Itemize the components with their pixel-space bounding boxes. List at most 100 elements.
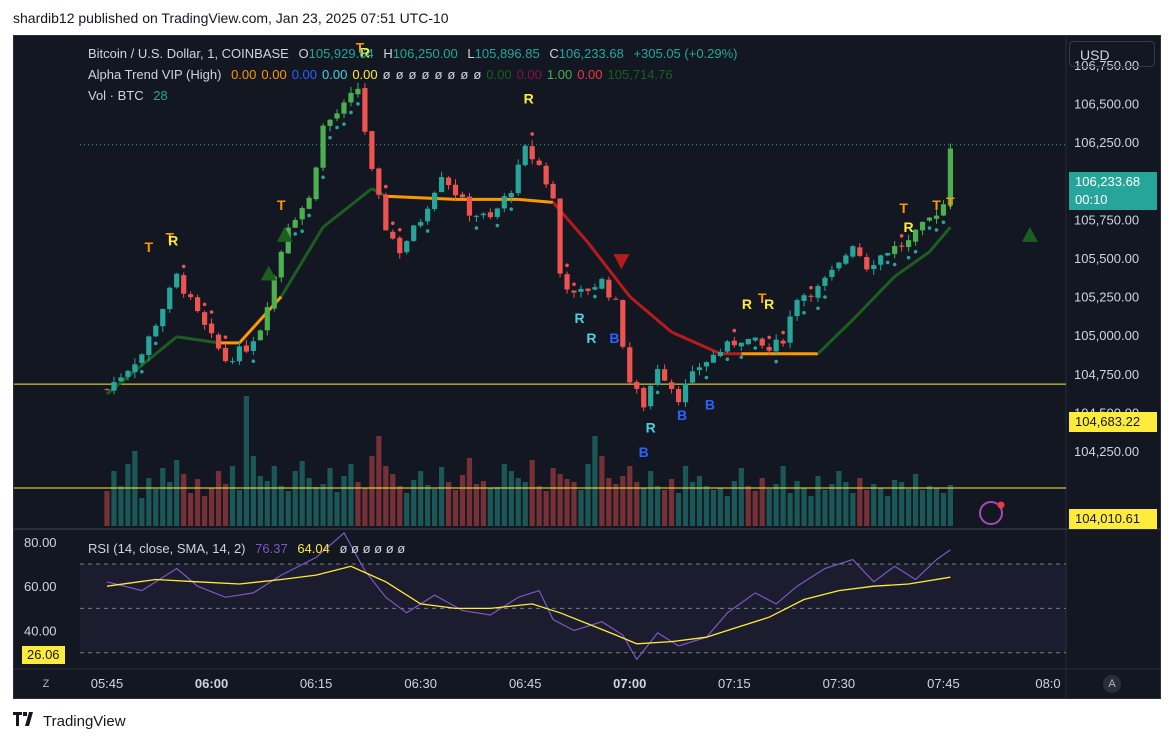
- candle-body[interactable]: [480, 213, 486, 216]
- candle-body[interactable]: [717, 351, 723, 357]
- candle-body[interactable]: [578, 288, 584, 292]
- candle-body[interactable]: [885, 253, 891, 256]
- candle-body[interactable]: [822, 277, 828, 286]
- candle-body[interactable]: [132, 364, 138, 373]
- candle-body[interactable]: [432, 192, 438, 210]
- candle-body[interactable]: [940, 204, 947, 216]
- candle-body[interactable]: [278, 251, 284, 278]
- candle-body[interactable]: [947, 148, 954, 206]
- rsi-label[interactable]: RSI (14, close, SMA, 14, 2): [88, 541, 246, 556]
- candle-body[interactable]: [571, 290, 577, 293]
- candle-body[interactable]: [208, 323, 215, 334]
- candle-body[interactable]: [892, 246, 898, 254]
- candle-body[interactable]: [313, 167, 319, 200]
- candle-body[interactable]: [543, 165, 549, 185]
- candle-body[interactable]: [118, 377, 124, 382]
- candle-body[interactable]: [188, 294, 194, 298]
- candle-body[interactable]: [501, 196, 507, 209]
- candle-body[interactable]: [710, 354, 717, 363]
- chart-canvas[interactable]: 106,750.00106,500.00106,250.00106,000.00…: [14, 36, 1160, 698]
- candle-body[interactable]: [557, 198, 563, 274]
- currency-button[interactable]: USD: [1069, 41, 1155, 67]
- candle-body[interactable]: [585, 288, 591, 291]
- candle-body[interactable]: [508, 192, 514, 198]
- candle-body[interactable]: [641, 388, 647, 408]
- candle-body[interactable]: [773, 339, 779, 352]
- candle-body[interactable]: [404, 241, 410, 253]
- candle-body[interactable]: [871, 265, 877, 270]
- candle-body[interactable]: [912, 229, 919, 242]
- candle-body[interactable]: [878, 255, 884, 265]
- candle-body[interactable]: [397, 237, 403, 254]
- candle-body[interactable]: [264, 307, 270, 331]
- candle-body[interactable]: [250, 341, 256, 351]
- candle-body[interactable]: [425, 208, 431, 222]
- candle-body[interactable]: [418, 222, 424, 226]
- candle-body[interactable]: [341, 102, 347, 114]
- candle-body[interactable]: [292, 220, 298, 228]
- candle-body[interactable]: [139, 354, 145, 363]
- log-scale-button[interactable]: Z: [42, 678, 50, 690]
- candle-body[interactable]: [606, 279, 612, 298]
- candle-body[interactable]: [850, 246, 856, 257]
- candle-body[interactable]: [494, 208, 500, 217]
- indicator-name[interactable]: Alpha Trend VIP (High): [88, 67, 222, 82]
- candle-body[interactable]: [752, 337, 758, 341]
- candle-body[interactable]: [229, 361, 236, 363]
- candle-body[interactable]: [348, 92, 354, 103]
- candle-body[interactable]: [926, 217, 933, 221]
- candle-body[interactable]: [320, 125, 326, 168]
- candle-body[interactable]: [160, 309, 166, 327]
- candle-body[interactable]: [201, 312, 208, 325]
- candle-body[interactable]: [745, 338, 751, 345]
- candle-body[interactable]: [466, 196, 473, 216]
- candle-body[interactable]: [703, 362, 710, 367]
- candle-body[interactable]: [592, 287, 598, 290]
- candle-body[interactable]: [787, 316, 793, 343]
- candle-body[interactable]: [222, 347, 229, 362]
- candle-body[interactable]: [857, 247, 863, 256]
- candle-body[interactable]: [376, 168, 382, 195]
- candle-body[interactable]: [355, 88, 361, 95]
- candle-body[interactable]: [445, 177, 452, 186]
- candle-body[interactable]: [243, 345, 250, 352]
- candle-body[interactable]: [675, 389, 682, 403]
- candle-body[interactable]: [390, 231, 396, 239]
- candle-body[interactable]: [696, 367, 703, 371]
- candle-body[interactable]: [411, 225, 417, 241]
- candle-body[interactable]: [536, 160, 542, 165]
- candle-body[interactable]: [529, 146, 535, 160]
- candle-body[interactable]: [655, 369, 661, 385]
- candle-body[interactable]: [522, 145, 528, 166]
- candle-body[interactable]: [864, 257, 870, 270]
- candle-body[interactable]: [599, 278, 605, 289]
- candle-body[interactable]: [738, 342, 744, 347]
- legend-symbol[interactable]: Bitcoin / U.S. Dollar, 1, COINBASE: [88, 46, 289, 61]
- candle-body[interactable]: [383, 194, 389, 231]
- candle-body[interactable]: [662, 369, 668, 381]
- candle-body[interactable]: [334, 113, 340, 119]
- candle-body[interactable]: [843, 255, 849, 264]
- candle-body[interactable]: [905, 240, 912, 248]
- candle-body[interactable]: [794, 300, 800, 317]
- candle-body[interactable]: [933, 215, 940, 219]
- candle-body[interactable]: [153, 325, 159, 337]
- candle-body[interactable]: [620, 300, 626, 347]
- candle-body[interactable]: [919, 221, 926, 231]
- candle-body[interactable]: [195, 297, 201, 312]
- candle-body[interactable]: [236, 346, 243, 362]
- candle-body[interactable]: [780, 340, 786, 344]
- volume-label[interactable]: Vol · BTC: [88, 88, 144, 103]
- candle-body[interactable]: [724, 341, 730, 352]
- candle-body[interactable]: [515, 164, 521, 194]
- alert-bolt-icon[interactable]: [979, 501, 1003, 525]
- candle-body[interactable]: [271, 276, 277, 309]
- candle-body[interactable]: [452, 184, 459, 196]
- candle-body[interactable]: [801, 295, 807, 301]
- candle-body[interactable]: [473, 215, 480, 217]
- candle-body[interactable]: [634, 381, 640, 389]
- candle-body[interactable]: [306, 197, 312, 209]
- candle-body[interactable]: [808, 295, 814, 297]
- candle-body[interactable]: [146, 336, 152, 356]
- candle-body[interactable]: [836, 262, 842, 269]
